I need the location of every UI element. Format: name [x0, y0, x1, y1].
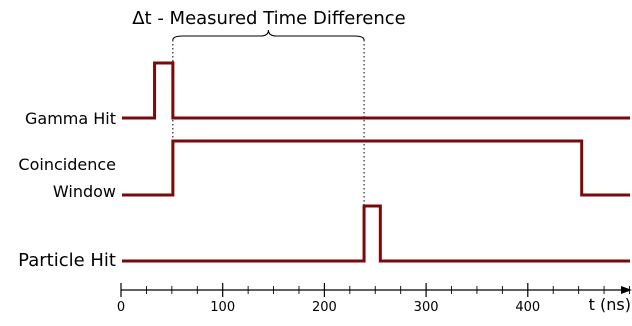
coincidence-window-label-line2: Window [53, 182, 116, 201]
tick-label: 100 [210, 300, 235, 315]
coincidence-window-trace [122, 139, 630, 197]
particle-hit-trace [122, 204, 630, 263]
gamma-hit-label: Gamma Hit [25, 109, 116, 128]
time-axis-tick-labels: 0 100 200 300 400 [117, 300, 540, 315]
time-axis-label: t (ns) [589, 295, 631, 314]
particle-hit-label: Particle Hit [18, 250, 116, 271]
tick-label: 0 [117, 300, 125, 315]
coincidence-window-label-line1: Coincidence [18, 155, 116, 174]
delta-t-brace [172, 29, 365, 41]
time-axis-ticks [120, 283, 630, 297]
delta-t-annotation: Δt - Measured Time Difference [132, 8, 406, 29]
time-axis-arrowhead [621, 286, 632, 294]
tick-label: 200 [312, 300, 337, 315]
gamma-hit-trace [122, 61, 630, 120]
tick-label: 300 [414, 300, 439, 315]
tick-label: 400 [515, 300, 540, 315]
